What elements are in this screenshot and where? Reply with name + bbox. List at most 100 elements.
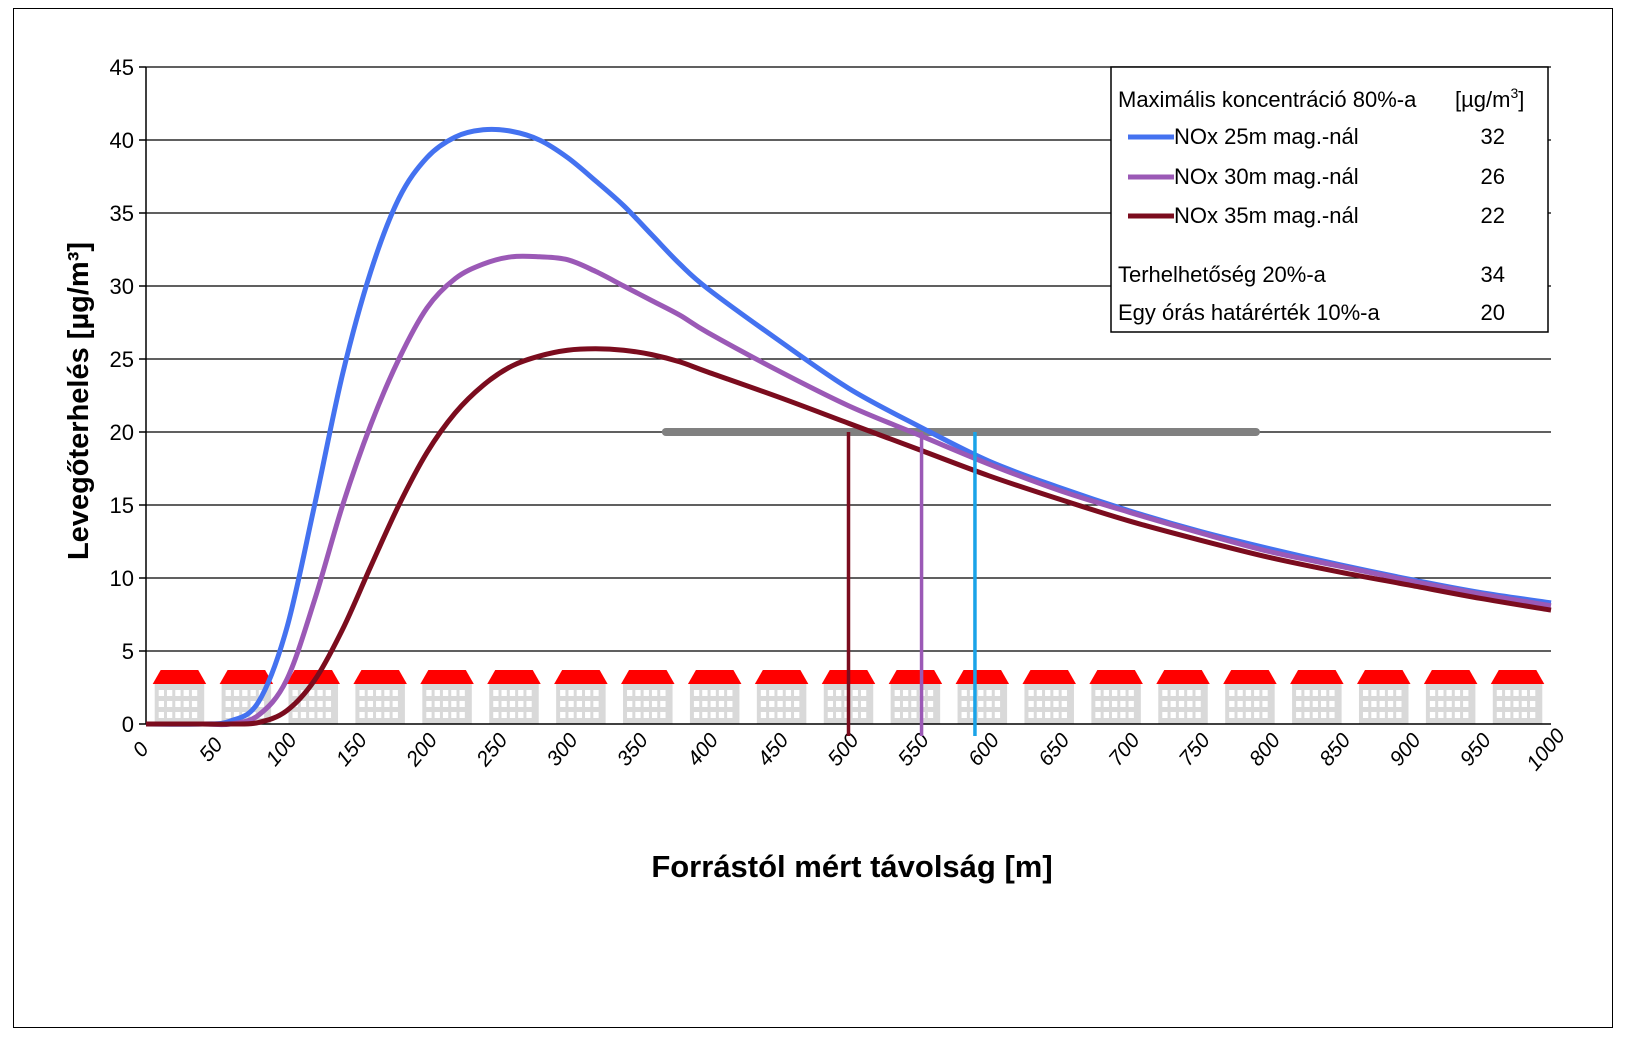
house-window	[442, 701, 449, 707]
house-window	[852, 690, 858, 696]
y-tick-label: 15	[110, 493, 134, 518]
house-window	[635, 690, 641, 696]
house-roof	[1223, 670, 1277, 684]
house-window	[1505, 690, 1511, 696]
house-window	[233, 712, 240, 718]
house-window	[1162, 712, 1168, 718]
house-window	[225, 701, 231, 707]
house-window	[1463, 690, 1469, 696]
house-window	[459, 690, 465, 696]
house-window	[1429, 701, 1436, 707]
house-window	[1162, 701, 1168, 707]
house-window	[1513, 690, 1519, 696]
house-window	[911, 690, 917, 696]
house-window	[1028, 690, 1034, 696]
house-window	[166, 690, 173, 696]
house-window	[1237, 690, 1243, 696]
house-window	[1053, 690, 1059, 696]
legend-series-value: 22	[1481, 203, 1505, 228]
house-window	[1245, 701, 1252, 707]
house-window	[702, 690, 708, 696]
house-window	[367, 701, 374, 707]
house-window	[585, 690, 591, 696]
house-window	[367, 712, 374, 718]
house-window	[1045, 701, 1051, 707]
house-window	[1530, 690, 1536, 696]
house-window	[785, 701, 792, 707]
house	[754, 670, 809, 724]
house-window	[1120, 712, 1126, 718]
house-window	[1028, 712, 1034, 718]
house-window	[986, 701, 992, 707]
house-window	[1229, 701, 1235, 707]
legend-unit-sup: 3	[1510, 85, 1518, 101]
house-window	[794, 712, 800, 718]
house-window	[643, 701, 649, 707]
legend-unit: [µg/m3]	[1455, 85, 1524, 112]
house-window	[710, 690, 716, 696]
y-tick-label: 0	[122, 712, 134, 737]
house-window	[651, 701, 658, 707]
house-window	[777, 690, 783, 696]
house-window	[1262, 690, 1268, 696]
house	[487, 670, 541, 724]
house-roof	[754, 670, 809, 684]
house-window	[309, 712, 315, 718]
house-window	[509, 712, 516, 718]
house-roof	[1356, 670, 1411, 684]
house-window	[392, 690, 398, 696]
house-window	[651, 712, 658, 718]
house-window	[1296, 690, 1302, 696]
house-window	[434, 701, 440, 707]
house-window	[785, 712, 792, 718]
house-window	[710, 701, 716, 707]
house-window	[568, 701, 574, 707]
house-window	[1320, 690, 1327, 696]
house-window	[1496, 701, 1503, 707]
house-window	[1036, 690, 1043, 696]
vertical-markers	[846, 432, 977, 736]
house-window	[852, 701, 858, 707]
x-tick-label: 300	[542, 729, 582, 771]
house-window	[1162, 690, 1168, 696]
house-window	[1254, 690, 1260, 696]
house-window	[426, 712, 432, 718]
chart-frame: 0 5 10 15 20 25 30 35 40 45 0 50 100 150 200 250 300 350…	[13, 8, 1613, 1028]
house-window	[1061, 701, 1067, 707]
house-window	[693, 690, 700, 696]
house	[1423, 670, 1478, 724]
x-tick-label: 250	[472, 729, 513, 772]
house-window	[1245, 712, 1252, 718]
legend-header: Maximális koncentráció 80%-a	[1118, 87, 1417, 112]
house-roof	[353, 670, 407, 684]
house-window	[702, 712, 708, 718]
x-tick-label: 650	[1034, 729, 1074, 771]
legend-unit-label: [µg/m	[1455, 87, 1510, 112]
house-window	[518, 701, 524, 707]
house-window	[702, 701, 708, 707]
x-tick-label: 0	[128, 738, 153, 762]
house-window	[777, 712, 783, 718]
house-window	[225, 712, 231, 718]
house-window	[576, 712, 583, 718]
x-tick-label: 1000	[1522, 724, 1570, 775]
x-tick-label: 400	[683, 729, 723, 771]
house-window	[1463, 712, 1469, 718]
legend: Maximális koncentráció 80%-a [µg/m3] NOx…	[1110, 66, 1549, 333]
house-window	[1387, 690, 1394, 696]
house-window	[568, 712, 574, 718]
house-window	[651, 690, 658, 696]
house	[1490, 670, 1545, 724]
house-window	[1530, 701, 1536, 707]
house-window	[1320, 701, 1327, 707]
house-window	[718, 690, 725, 696]
house	[687, 670, 742, 724]
house	[420, 670, 474, 724]
house-window	[434, 690, 440, 696]
house-window	[1103, 701, 1109, 707]
y-tick-label: 45	[110, 55, 134, 80]
house-window	[1128, 712, 1134, 718]
house-window	[1095, 690, 1101, 696]
house-window	[994, 712, 1001, 718]
house-window	[693, 712, 700, 718]
